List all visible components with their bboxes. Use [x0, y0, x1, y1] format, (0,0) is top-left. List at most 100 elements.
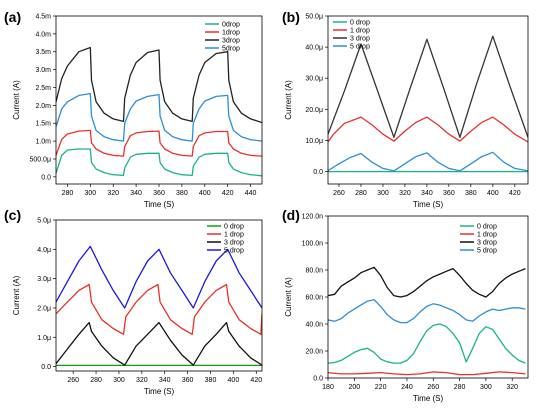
- series-line-1drop: [56, 283, 262, 335]
- x-tick-label: 400: [228, 377, 240, 384]
- x-tick-label: 260: [67, 377, 79, 384]
- series-group: [328, 35, 528, 173]
- x-tick-label: 200: [348, 384, 360, 391]
- plot-frame: [327, 215, 529, 379]
- x-tick-label: 380: [465, 190, 477, 197]
- y-tick-label: 0.0: [313, 376, 323, 383]
- x-tick-label: 400: [487, 190, 499, 197]
- y-tick-label: 0.0: [313, 169, 323, 176]
- x-tick-label: 220: [375, 384, 387, 391]
- y-tick-label: 5.0μ: [37, 218, 51, 225]
- y-tick-label: 3.5m: [35, 49, 51, 56]
- series-line-0drop: [328, 323, 526, 364]
- x-tick-label: 320: [399, 190, 411, 197]
- series-group: [56, 46, 262, 177]
- y-axis-title: Current (A): [284, 80, 293, 120]
- x-tick-label: 360: [153, 190, 165, 197]
- legend-label: 1 drop: [350, 28, 370, 35]
- series-line-0drop: [56, 148, 262, 177]
- y-tick-label: 0.0: [41, 364, 51, 371]
- series-line-3drop: [328, 266, 526, 298]
- legend-label: 5 drop: [477, 248, 497, 255]
- legend-label: 0 drop: [477, 224, 497, 231]
- y-axis-title: Current (A): [12, 80, 21, 120]
- legend-label: 5 drop: [224, 248, 244, 255]
- series-line-1drop: [56, 129, 262, 157]
- y-tick-label: 40.0n: [305, 322, 323, 329]
- y-tick-label: 1.5m: [35, 121, 51, 128]
- y-tick-label: 60.0n: [305, 295, 323, 302]
- y-tick-label: 2.0m: [35, 103, 51, 110]
- chart-panel-d: (d) 180 200 220 240 260 280 300 320 0.0 20.0n 40.0n…: [282, 207, 529, 403]
- x-tick-label: 280: [355, 190, 367, 197]
- y-tick-label: 4.5m: [35, 14, 51, 21]
- x-tick-label: 400: [199, 190, 211, 197]
- panel-label: (c): [4, 207, 21, 223]
- series-line-1drop: [328, 371, 526, 376]
- x-axis-title: Time (S): [413, 394, 444, 403]
- x-tick-label: 420: [222, 190, 234, 197]
- y-axis-title: Current (A): [284, 277, 293, 317]
- series-line-1drop: [328, 116, 528, 143]
- series-line-5drop: [328, 151, 528, 172]
- y-tick-label: 40.0μ: [305, 45, 323, 52]
- legend-label: 3 drop: [224, 240, 244, 247]
- series-group: [56, 245, 262, 367]
- y-tick-label: 4.0μ: [37, 247, 51, 254]
- x-tick-label: 300: [480, 384, 492, 391]
- y-tick-label: 1.0m: [35, 139, 51, 146]
- y-tick-label: 2.0μ: [37, 305, 51, 312]
- legend-label: 5 drop: [350, 44, 370, 51]
- panel-label: (b): [282, 9, 300, 25]
- panel-label: (d): [282, 207, 300, 223]
- x-tick-label: 360: [443, 190, 455, 197]
- x-tick-label: 340: [421, 190, 433, 197]
- legend-label: 0drop: [222, 22, 240, 29]
- x-tick-label: 420: [509, 190, 521, 197]
- x-tick-label: 180: [322, 384, 334, 391]
- x-tick-label: 340: [159, 377, 171, 384]
- legend-label: 3drop: [222, 38, 240, 45]
- y-tick-label: 3.0m: [35, 67, 51, 74]
- series-line-5drop: [328, 299, 526, 324]
- chart-panel-a: (a) 280 300 320 340 360 380 400 420 440 0.0 500.0μ 1…: [4, 9, 263, 209]
- series-line-3drop: [328, 35, 528, 138]
- y-tick-label: 30.0μ: [305, 76, 323, 83]
- x-tick-label: 380: [205, 377, 217, 384]
- y-tick-label: 100.0n: [302, 241, 324, 248]
- y-tick-label: 20.0n: [305, 349, 323, 356]
- chart-panel-b: (b) 260 280 300 320 340 360 380 400 420 0.0 10.0μ 20…: [282, 9, 529, 209]
- y-tick-label: 10.0μ: [305, 138, 323, 145]
- series-line-3drop: [56, 321, 262, 366]
- x-tick-label: 320: [506, 384, 518, 391]
- legend-label: 3 drop: [477, 240, 497, 247]
- chart-panel-c: (c) 260 280 300 320 340 360 380 400 420 0.0 1.0μ 2.0…: [4, 207, 263, 396]
- x-tick-label: 260: [427, 384, 439, 391]
- series-line-5drop: [56, 245, 262, 309]
- legend-label: 1 drop: [477, 232, 497, 239]
- x-tick-label: 300: [113, 377, 125, 384]
- legend-label: 1drop: [222, 30, 240, 37]
- legend-label: 3 drop: [350, 36, 370, 43]
- plot-frame: [55, 219, 263, 372]
- y-tick-label: 3.0μ: [37, 276, 51, 283]
- x-tick-label: 440: [245, 190, 257, 197]
- y-axis-title: Current (A): [12, 275, 21, 315]
- series-line-5drop: [56, 92, 262, 142]
- legend-label: 1 drop: [224, 232, 244, 239]
- y-tick-label: 500.0μ: [29, 156, 51, 163]
- plot-frame: [327, 15, 529, 185]
- panel-label: (a): [4, 9, 21, 25]
- x-axis-title: Time (S): [413, 200, 444, 209]
- y-tick-label: 120.0n: [302, 214, 324, 221]
- legend-label: 5drop: [222, 46, 240, 53]
- x-tick-label: 380: [176, 190, 188, 197]
- x-tick-label: 300: [84, 190, 96, 197]
- x-tick-label: 360: [182, 377, 194, 384]
- y-tick-label: 20.0μ: [305, 107, 323, 114]
- x-tick-label: 240: [401, 384, 413, 391]
